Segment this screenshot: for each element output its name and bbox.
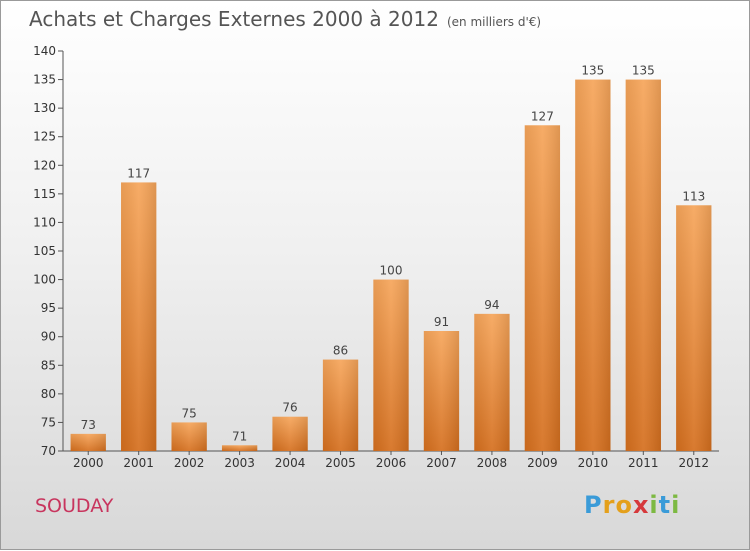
bar-shade bbox=[373, 279, 409, 451]
y-tick-label: 80 bbox=[41, 387, 56, 401]
data-label: 86 bbox=[333, 344, 348, 358]
data-label: 91 bbox=[434, 315, 449, 329]
data-label: 100 bbox=[380, 264, 403, 278]
logo-letter: r bbox=[602, 491, 616, 519]
bar-shade bbox=[272, 416, 308, 451]
data-label: 75 bbox=[182, 406, 197, 420]
x-tick-label: 2008 bbox=[477, 456, 508, 470]
x-tick-label: 2011 bbox=[628, 456, 659, 470]
x-tick-label: 2003 bbox=[224, 456, 255, 470]
x-tick-label: 2002 bbox=[174, 456, 205, 470]
y-tick-label: 140 bbox=[33, 44, 56, 58]
bar-shade bbox=[524, 125, 561, 452]
y-tick-label: 75 bbox=[41, 415, 56, 429]
axes: 70 75 80 85 90 95 100 105 110 115 120 125 130 135 140 2… bbox=[33, 44, 719, 470]
x-tick-label: 2010 bbox=[578, 456, 609, 470]
y-tick-label: 110 bbox=[33, 215, 56, 229]
data-labels: 73 117 75 71 76 86 100 91 94 127 135 135 113 bbox=[81, 64, 706, 444]
data-label: 135 bbox=[632, 64, 655, 78]
y-tick-label: 105 bbox=[33, 244, 56, 258]
x-tick-label: 2004 bbox=[275, 456, 306, 470]
data-label: 73 bbox=[81, 418, 96, 432]
y-tick-label: 85 bbox=[41, 358, 56, 372]
x-tick-label: 2005 bbox=[325, 456, 356, 470]
logo-letter: t bbox=[658, 491, 672, 519]
x-tick-label: 2009 bbox=[527, 456, 558, 470]
y-tick-label: 70 bbox=[41, 444, 56, 458]
bar-shade bbox=[575, 79, 611, 452]
bar-shade bbox=[121, 182, 157, 451]
data-label: 135 bbox=[581, 64, 604, 78]
bars bbox=[70, 79, 712, 452]
proxiti-logo: Proxiti bbox=[584, 491, 680, 519]
y-tick-label: 100 bbox=[33, 273, 56, 287]
data-label: 71 bbox=[232, 429, 247, 443]
bar-shade bbox=[70, 433, 106, 451]
commune-name: SOUDAY bbox=[35, 495, 114, 517]
bar-shade bbox=[625, 79, 661, 452]
bar-shade bbox=[322, 359, 359, 451]
logo-letter: i bbox=[649, 491, 659, 519]
bar-shade bbox=[423, 331, 460, 451]
x-tick-label: 2000 bbox=[73, 456, 104, 470]
data-label: 117 bbox=[127, 166, 150, 180]
y-tick-label: 135 bbox=[33, 73, 56, 87]
chart-title: Achats et Charges Externes 2000 à 2012 (e… bbox=[29, 7, 541, 31]
logo-letter: i bbox=[671, 491, 681, 519]
data-label: 127 bbox=[531, 109, 554, 123]
x-tick-label: 2007 bbox=[426, 456, 457, 470]
data-label: 94 bbox=[484, 298, 499, 312]
bar-shade bbox=[221, 445, 258, 451]
bar-shade bbox=[676, 205, 712, 451]
bar-shade bbox=[474, 313, 510, 451]
logo-letter: P bbox=[584, 491, 603, 519]
chart-title-text: Achats et Charges Externes 2000 à 2012 bbox=[29, 7, 439, 31]
y-tick-label: 120 bbox=[33, 158, 56, 172]
data-label: 113 bbox=[682, 189, 705, 203]
x-tick-label: 2012 bbox=[678, 456, 709, 470]
data-label: 76 bbox=[282, 401, 297, 415]
y-tick-label: 115 bbox=[33, 187, 56, 201]
logo-letter: o bbox=[615, 491, 633, 519]
y-tick-label: 125 bbox=[33, 130, 56, 144]
y-tick-label: 130 bbox=[33, 101, 56, 115]
bar-shade bbox=[171, 422, 207, 451]
y-tick-label: 95 bbox=[41, 301, 56, 315]
x-tick-label: 2006 bbox=[376, 456, 407, 470]
y-tick-label: 90 bbox=[41, 330, 56, 344]
chart-subtitle: (en milliers d'€) bbox=[446, 15, 542, 29]
logo-letter: x bbox=[632, 491, 650, 519]
x-tick-label: 2001 bbox=[123, 456, 154, 470]
